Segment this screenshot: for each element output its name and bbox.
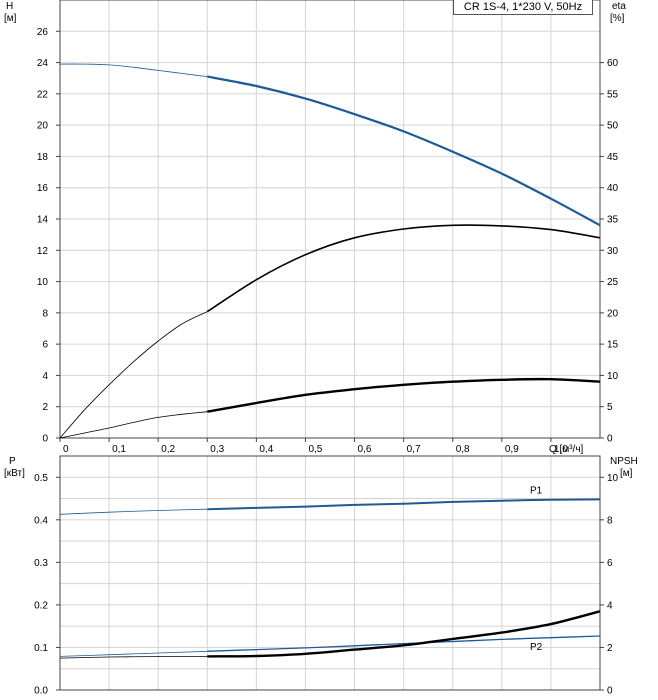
- y-tick-label: 4: [42, 371, 48, 382]
- y2-tick-label: 10: [607, 371, 619, 382]
- y-tick-label: 16: [37, 183, 49, 194]
- y-tick-label: 26: [37, 27, 49, 38]
- x-tick-label: 0,3: [210, 444, 224, 455]
- y-tick-label: 8: [42, 308, 48, 319]
- y-tick-label: 0.3: [34, 558, 48, 569]
- y2-tick-label: 50: [607, 121, 619, 132]
- efficiency-curve: [206, 224, 601, 313]
- p1-power-curve: [207, 498, 601, 511]
- x-tick-label: 0,8: [456, 444, 470, 455]
- y-tick-label: 10: [37, 277, 49, 288]
- y2-tick-label: 6: [607, 558, 613, 569]
- y2-tick-label: 35: [607, 215, 619, 226]
- x-tick-label: 0,1: [112, 444, 126, 455]
- y2-tick-label: 8: [607, 515, 613, 526]
- y-tick-label: 6: [42, 340, 48, 351]
- y2-axis-label: eta: [612, 1, 626, 12]
- y2-axis-unit: [м]: [620, 468, 633, 479]
- total-efficiency-curve: [207, 377, 601, 413]
- y2-tick-label: 5: [607, 402, 613, 413]
- y2-tick-label: 10: [607, 473, 619, 484]
- x-tick-label: 0,7: [407, 444, 421, 455]
- x-tick-label: 1,0: [554, 444, 568, 455]
- y-tick-label: 24: [37, 58, 49, 69]
- y2-tick-label: 4: [607, 600, 613, 611]
- y-tick-label: 0.2: [34, 600, 48, 611]
- x-tick-label: 0,5: [308, 444, 322, 455]
- head-curve-extrapolated: [59, 63, 208, 77]
- series-label-p2: P2: [530, 642, 543, 653]
- plot-frame: [59, 455, 601, 691]
- y-tick-label: 14: [37, 215, 49, 226]
- npsh-curve: [207, 610, 601, 658]
- y-axis-label: P: [9, 456, 16, 467]
- y-tick-label: 18: [37, 152, 49, 163]
- y2-axis-unit: [%]: [610, 13, 625, 24]
- y2-tick-label: 30: [607, 246, 619, 257]
- y2-tick-label: 15: [607, 340, 619, 351]
- x-axis-label: Q [м³/ч]: [549, 444, 584, 455]
- npsh-curve-extrapolated: [59, 656, 208, 659]
- y2-tick-label: 25: [607, 277, 619, 288]
- x-tick-label: 0,9: [505, 444, 519, 455]
- y-tick-label: 0.0: [34, 686, 48, 697]
- head-curve: [207, 75, 601, 227]
- x-tick-label: 0,6: [358, 444, 372, 455]
- x-tick-label: 0: [63, 444, 69, 455]
- y2-tick-label: 2: [607, 643, 613, 654]
- y-tick-label: 0.5: [34, 473, 48, 484]
- y2-axis-label: NPSH: [610, 456, 638, 467]
- y2-tick-label: 40: [607, 183, 619, 194]
- total-efficiency-curve-extrapolated: [59, 411, 208, 439]
- y2-tick-label: 20: [607, 308, 619, 319]
- y-tick-label: 12: [37, 246, 49, 257]
- y2-tick-label: 55: [607, 89, 619, 100]
- y2-tick-label: 0: [607, 434, 613, 445]
- y-tick-label: 0.4: [34, 515, 48, 526]
- y-axis-label: H: [6, 1, 13, 12]
- y-tick-label: 0.1: [34, 643, 48, 654]
- y-tick-label: 0: [42, 434, 48, 445]
- efficiency-curve-extrapolated: [59, 311, 208, 439]
- p1-power-curve-extrapolated: [59, 508, 208, 515]
- p2-power-curve: [207, 635, 601, 652]
- y-tick-label: 22: [37, 89, 49, 100]
- y-tick-label: 20: [37, 121, 49, 132]
- chart-title-box: CR 1S-4, 1*230 V, 50Hz: [453, 0, 593, 15]
- x-tick-label: 0,4: [259, 444, 273, 455]
- chart-title: CR 1S-4, 1*230 V, 50Hz: [463, 1, 583, 13]
- series-label-p1: P1: [530, 485, 543, 496]
- y-axis-unit: [кВт]: [4, 468, 25, 479]
- x-tick-label: 0,2: [161, 444, 175, 455]
- y-tick-label: 2: [42, 402, 48, 413]
- y2-tick-label: 60: [607, 58, 619, 69]
- y2-tick-label: 0: [607, 686, 613, 697]
- p2-power-curve-extrapolated: [59, 650, 208, 657]
- y-axis-unit: [м]: [4, 13, 17, 24]
- y2-tick-label: 45: [607, 152, 619, 163]
